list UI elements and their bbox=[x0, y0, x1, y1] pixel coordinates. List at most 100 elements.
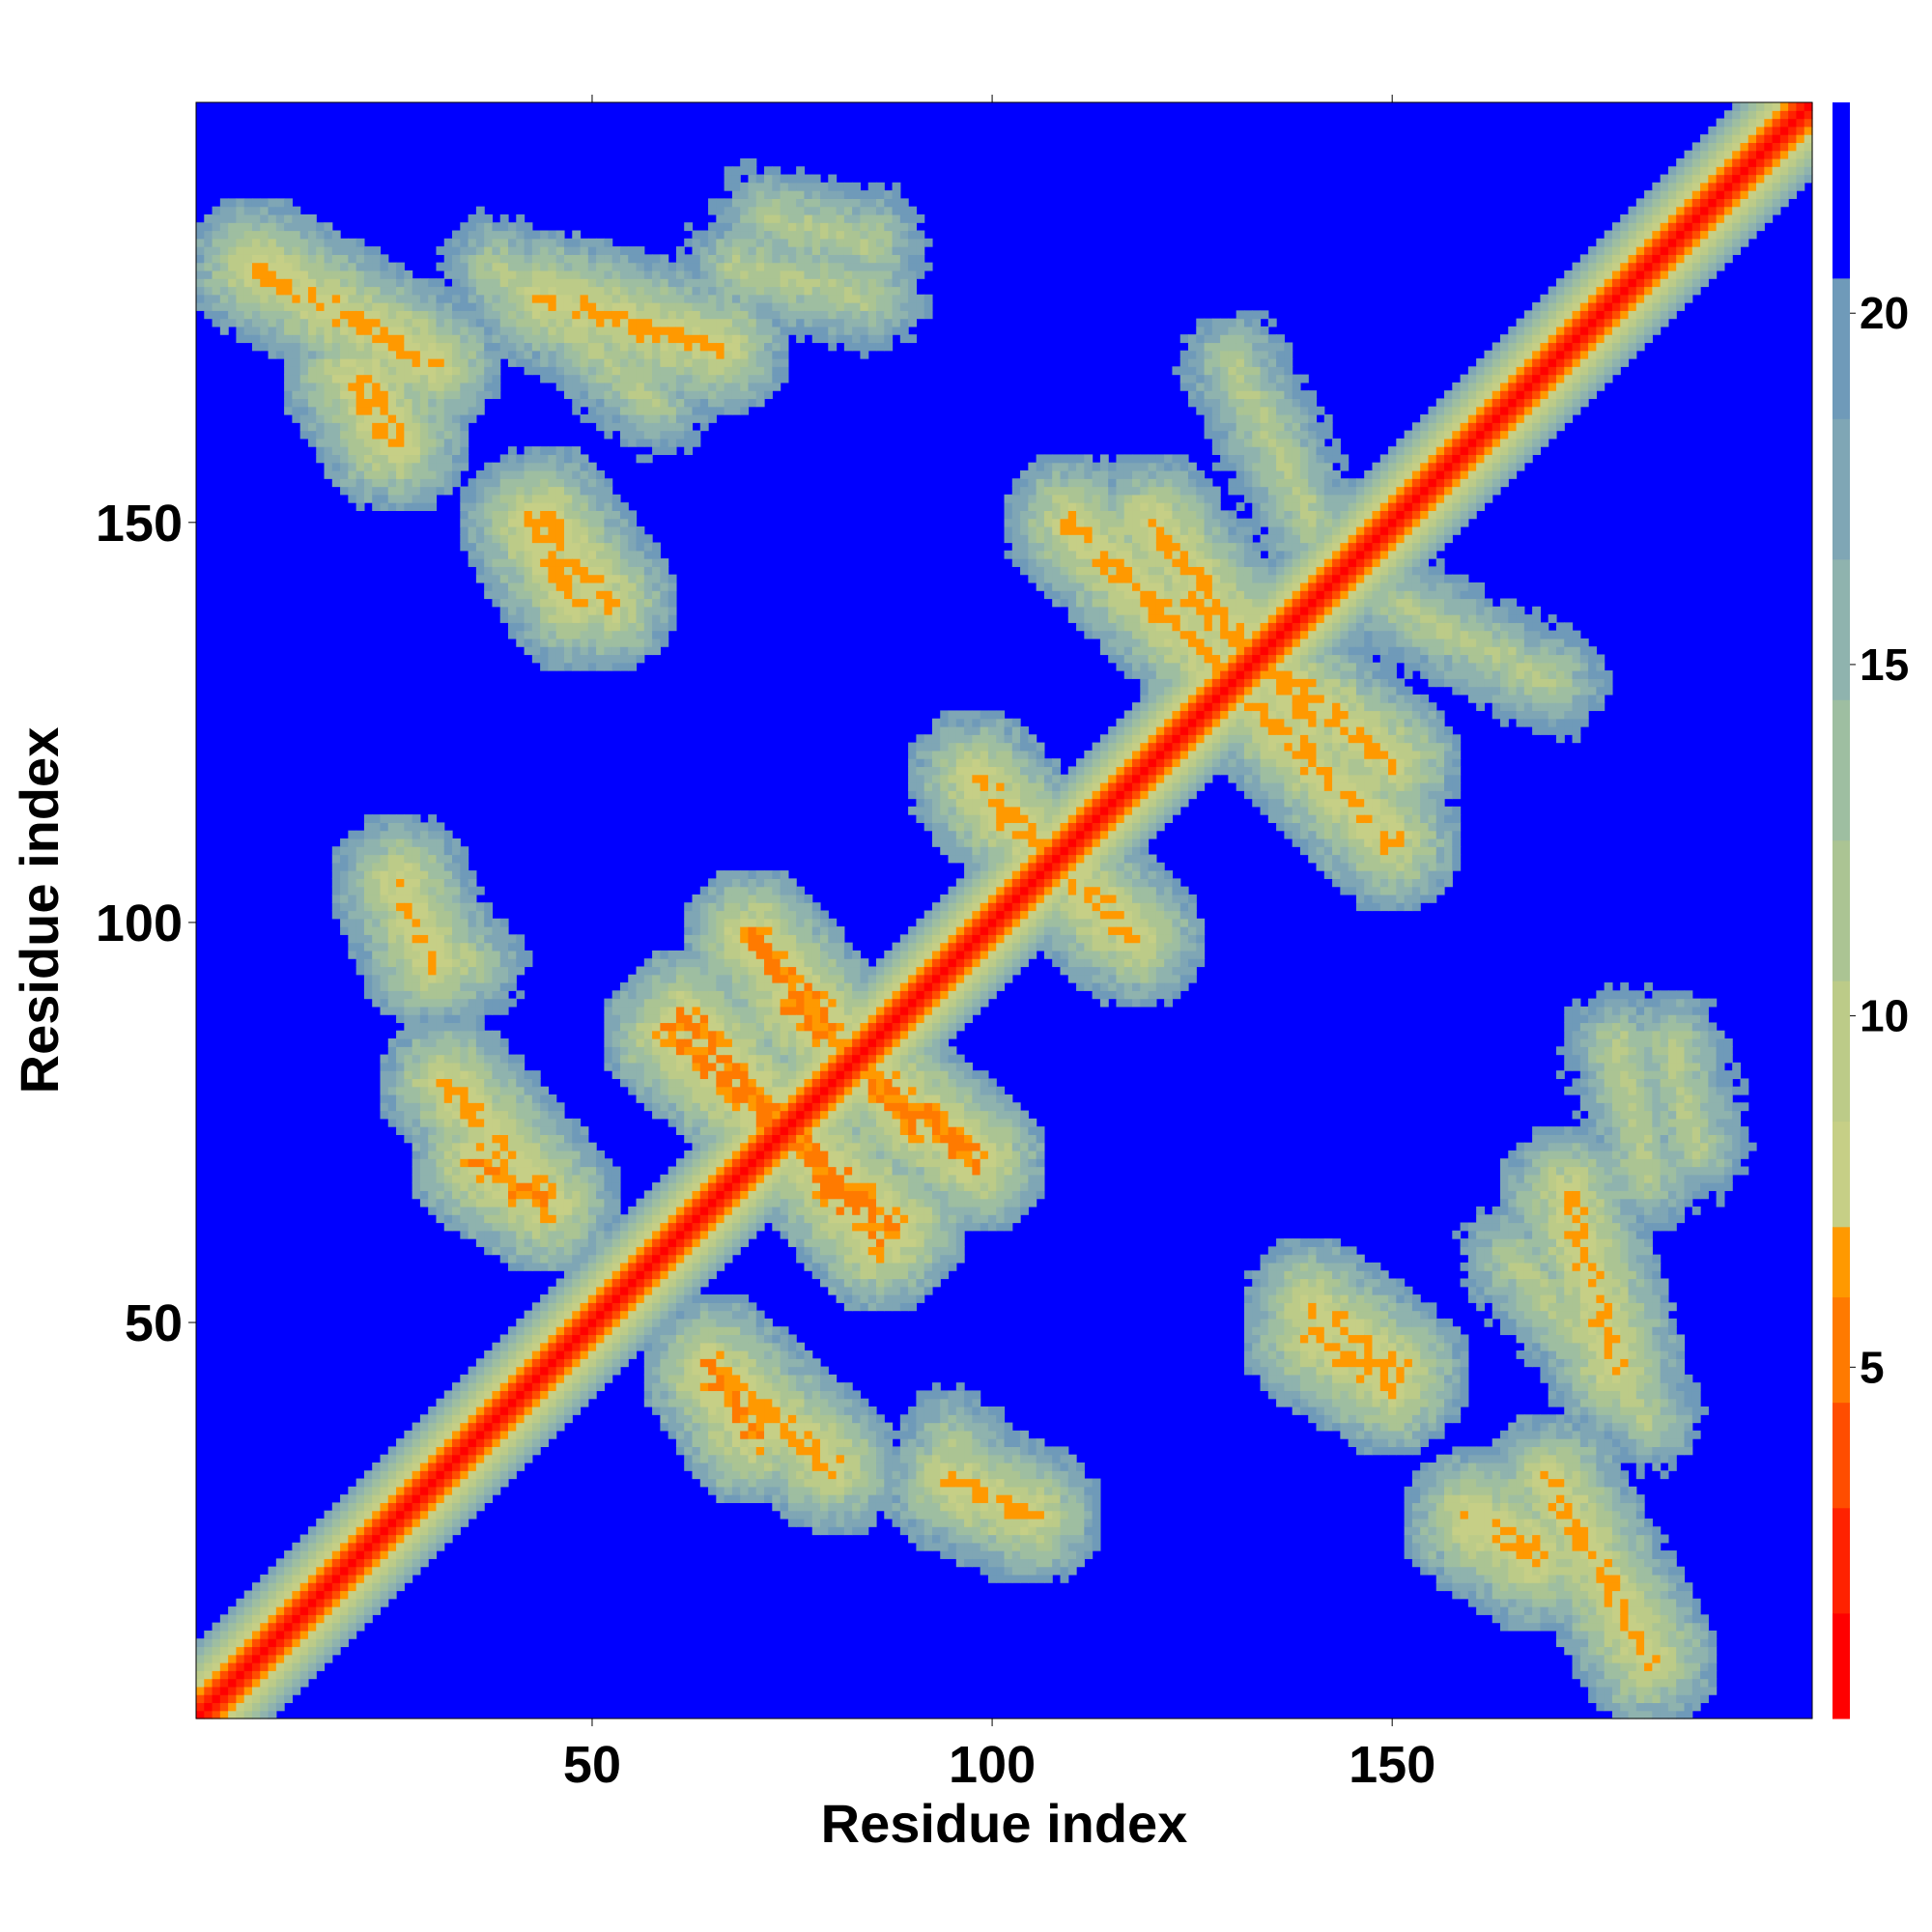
heatmap-cell bbox=[668, 1078, 677, 1088]
heatmap-cell bbox=[699, 262, 709, 271]
heatmap-cell bbox=[540, 1246, 550, 1256]
heatmap-cell bbox=[508, 1198, 517, 1208]
heatmap-cell bbox=[692, 1110, 701, 1120]
heatmap-cell bbox=[708, 1238, 717, 1247]
heatmap-cell bbox=[443, 958, 453, 968]
heatmap-cell bbox=[443, 390, 453, 400]
heatmap-cell bbox=[531, 598, 541, 608]
heatmap-cell bbox=[499, 294, 509, 303]
heatmap-cell bbox=[412, 1422, 421, 1432]
heatmap-cell bbox=[563, 574, 573, 583]
heatmap-cell bbox=[628, 1302, 638, 1312]
heatmap-cell bbox=[668, 622, 677, 632]
heatmap-cell bbox=[580, 1238, 589, 1247]
heatmap-cell bbox=[299, 278, 309, 288]
heatmap-cell bbox=[708, 982, 717, 991]
heatmap-cell bbox=[380, 1582, 389, 1592]
heatmap-cell bbox=[668, 1310, 677, 1320]
heatmap-cell bbox=[531, 614, 541, 623]
heatmap-cell bbox=[555, 1294, 565, 1303]
heatmap-cell bbox=[372, 414, 382, 423]
heatmap-cell bbox=[516, 950, 526, 959]
heatmap-cell bbox=[716, 206, 725, 215]
heatmap-cell bbox=[555, 1158, 565, 1168]
heatmap-cell bbox=[196, 1686, 205, 1695]
heatmap-cell bbox=[516, 958, 526, 968]
heatmap-cell bbox=[452, 366, 461, 376]
heatmap-cell bbox=[475, 558, 485, 567]
heatmap-cell bbox=[492, 990, 501, 1000]
heatmap-cell bbox=[372, 1558, 382, 1568]
heatmap-cell bbox=[675, 358, 685, 367]
heatmap-cell bbox=[699, 1070, 709, 1080]
heatmap-cell bbox=[372, 1502, 382, 1512]
heatmap-cell bbox=[563, 1262, 573, 1271]
heatmap-cell bbox=[340, 894, 349, 903]
heatmap-cell bbox=[460, 1030, 469, 1039]
heatmap-cell bbox=[716, 246, 725, 255]
heatmap-cell bbox=[387, 854, 397, 864]
heatmap-cell bbox=[340, 318, 349, 327]
heatmap-cell bbox=[611, 574, 621, 583]
heatmap-cell bbox=[243, 318, 253, 327]
heatmap-cell bbox=[716, 1398, 725, 1407]
heatmap-cell bbox=[443, 1078, 453, 1088]
heatmap-cell bbox=[572, 1118, 582, 1127]
heatmap-cell bbox=[596, 342, 605, 352]
heatmap-cell bbox=[540, 510, 550, 520]
heatmap-cell bbox=[508, 934, 517, 944]
heatmap-cell bbox=[452, 294, 461, 303]
heatmap-cell bbox=[548, 1230, 557, 1239]
heatmap-cell bbox=[460, 430, 469, 440]
heatmap-cell bbox=[355, 1518, 365, 1527]
heatmap-cell bbox=[596, 1254, 605, 1264]
heatmap-cell bbox=[611, 310, 621, 320]
heatmap-cell bbox=[284, 198, 293, 208]
heatmap-cell bbox=[412, 838, 421, 847]
heatmap-cell bbox=[540, 1358, 550, 1368]
heatmap-cell bbox=[492, 390, 501, 400]
heatmap-cell bbox=[596, 1214, 605, 1224]
heatmap-cell bbox=[516, 1438, 526, 1447]
heatmap-cell bbox=[196, 262, 205, 271]
heatmap-cell bbox=[699, 974, 709, 983]
heatmap-cell bbox=[324, 342, 333, 352]
heatmap-cell bbox=[324, 238, 333, 247]
heatmap-cell bbox=[716, 230, 725, 240]
heatmap-cell bbox=[531, 494, 541, 503]
heatmap-cell bbox=[275, 246, 285, 255]
heatmap-cell bbox=[443, 1478, 453, 1488]
heatmap-cell bbox=[596, 1286, 605, 1295]
heatmap-cell bbox=[372, 302, 382, 311]
heatmap-cell bbox=[380, 318, 389, 327]
heatmap-cell bbox=[508, 1078, 517, 1088]
heatmap-cell bbox=[540, 374, 550, 384]
heatmap-cell bbox=[668, 326, 677, 335]
heatmap-cell bbox=[251, 1582, 261, 1592]
heatmap-cell bbox=[580, 1326, 589, 1336]
heatmap-cell bbox=[212, 310, 221, 320]
heatmap-cell bbox=[699, 1246, 709, 1256]
heatmap-cell bbox=[716, 918, 725, 927]
heatmap-cell bbox=[348, 342, 357, 352]
heatmap-cell bbox=[668, 1254, 677, 1264]
heatmap-cell bbox=[684, 1350, 694, 1359]
heatmap-cell bbox=[428, 1486, 438, 1495]
heatmap-cell bbox=[572, 398, 582, 408]
heatmap-cell bbox=[636, 542, 645, 552]
heatmap-cell bbox=[611, 366, 621, 376]
heatmap-cell bbox=[443, 1518, 453, 1527]
heatmap-cell bbox=[396, 1054, 405, 1064]
heatmap-cell bbox=[419, 942, 429, 952]
heatmap-cell bbox=[684, 1438, 694, 1447]
heatmap-cell bbox=[299, 1582, 309, 1592]
heatmap-cell bbox=[428, 1494, 438, 1503]
heatmap-cell bbox=[555, 286, 565, 296]
heatmap-cell bbox=[508, 614, 517, 623]
heatmap-cell bbox=[692, 1126, 701, 1135]
heatmap-cell bbox=[499, 1406, 509, 1415]
heatmap-cell bbox=[484, 918, 494, 927]
heatmap-cell bbox=[475, 262, 485, 271]
heatmap-cell bbox=[660, 1406, 669, 1415]
heatmap-cell bbox=[508, 1126, 517, 1135]
